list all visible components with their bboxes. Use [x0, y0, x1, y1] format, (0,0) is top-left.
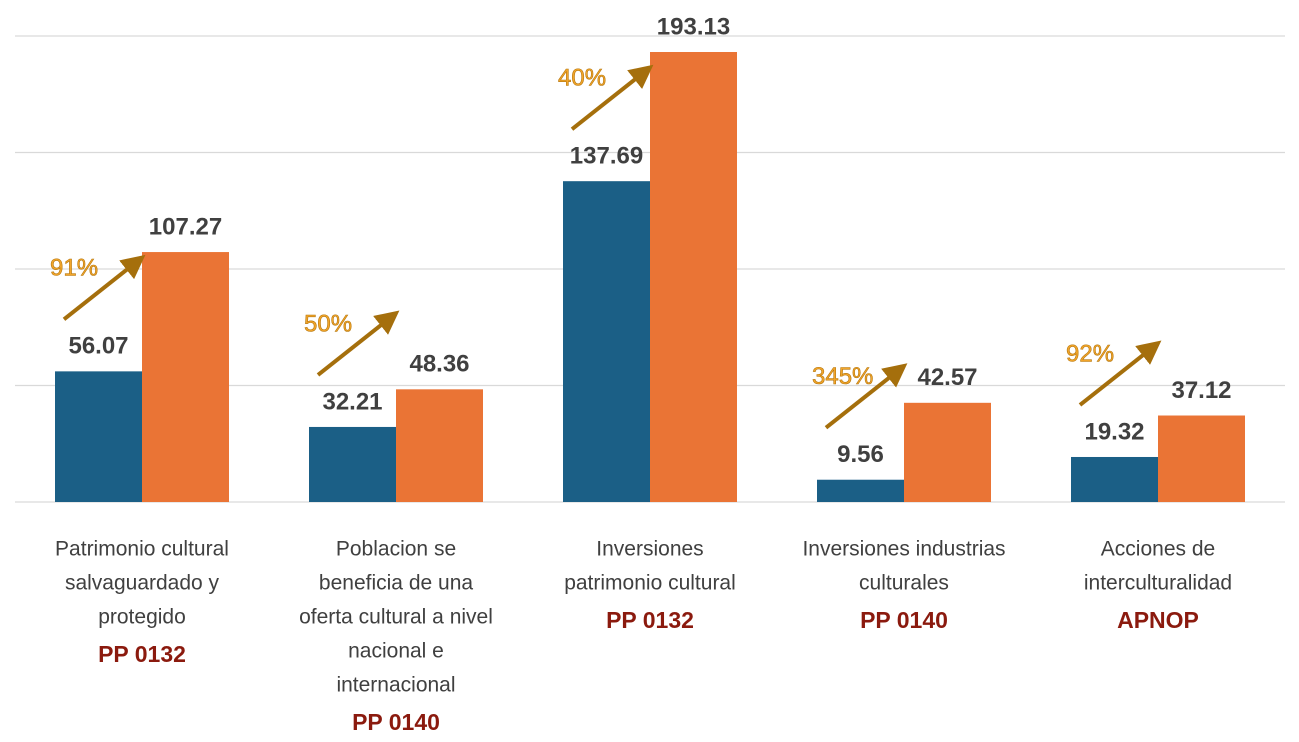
- growth-arrow: [1078, 340, 1162, 407]
- program-label: APNOP: [1117, 607, 1199, 633]
- program-label: PP 0140: [860, 607, 948, 633]
- category-label: oferta cultural a nivel: [299, 606, 493, 629]
- program-label: PP 0140: [352, 709, 440, 735]
- growth-label: 50%: [304, 310, 352, 337]
- bar: [1071, 456, 1158, 502]
- bar: [142, 252, 229, 502]
- value-label: 193.13: [657, 13, 730, 40]
- value-label: 107.27: [149, 213, 222, 240]
- growth-arrow: [316, 310, 400, 377]
- category-label: Poblacion se: [336, 538, 456, 561]
- bar: [309, 426, 396, 502]
- value-label: 37.12: [1171, 377, 1231, 404]
- bar: [904, 402, 991, 502]
- program-label: PP 0132: [98, 641, 186, 667]
- category-label: Patrimonio cultural: [55, 538, 229, 561]
- program-label: PP 0132: [606, 607, 694, 633]
- bar: [396, 389, 483, 502]
- value-label: 32.21: [322, 388, 382, 415]
- category-label: culturales: [859, 572, 949, 595]
- category-label: nacional e: [348, 640, 444, 663]
- category-label: Acciones de: [1101, 538, 1215, 561]
- bar: [1158, 415, 1245, 502]
- value-label: 48.36: [409, 351, 469, 378]
- value-label: 19.32: [1084, 418, 1144, 445]
- value-label: 9.56: [837, 441, 884, 468]
- category-label: internacional: [336, 674, 455, 697]
- bar: [55, 371, 142, 502]
- growth-label: 91%: [50, 255, 98, 282]
- category-label: protegido: [98, 606, 186, 629]
- value-label: 56.07: [68, 333, 128, 360]
- growth-arrow: [824, 363, 908, 430]
- bar: [650, 52, 737, 502]
- growth-label: 92%: [1066, 340, 1114, 367]
- growth-label: 345%: [812, 363, 873, 390]
- growth-arrow: [62, 254, 146, 321]
- bar: [817, 479, 904, 502]
- category-label: interculturalidad: [1084, 572, 1232, 595]
- value-label: 137.69: [570, 143, 643, 170]
- category-label: Inversiones industrias: [802, 538, 1005, 561]
- growth-label: 40%: [558, 65, 606, 92]
- category-label: beneficia de una: [319, 572, 473, 595]
- category-label: salvaguardado y: [65, 572, 220, 595]
- value-label: 42.57: [917, 364, 977, 391]
- category-label: Inversiones: [596, 538, 703, 561]
- growth-arrow: [570, 64, 654, 131]
- bar: [563, 181, 650, 502]
- category-label: patrimonio cultural: [564, 572, 736, 595]
